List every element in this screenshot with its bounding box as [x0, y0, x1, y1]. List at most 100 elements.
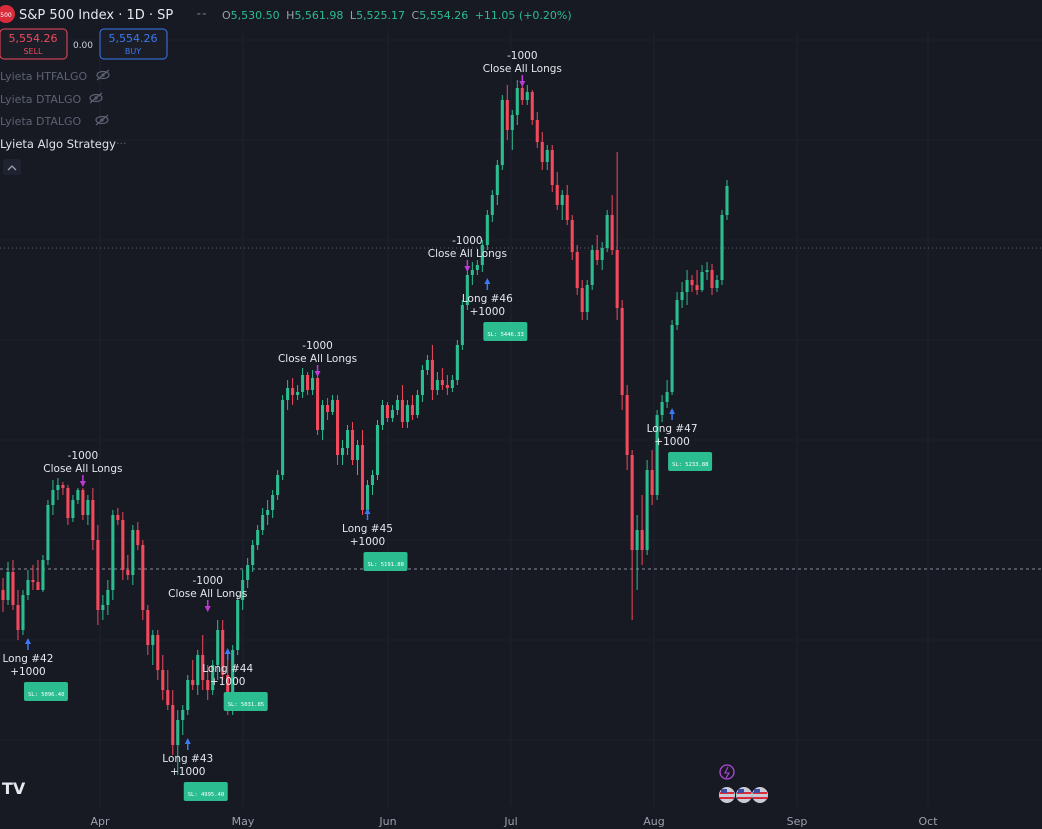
close-key: C: [412, 9, 420, 22]
eye-off-icon[interactable]: [95, 114, 109, 126]
us-flag-icon[interactable]: [752, 787, 768, 803]
candle-body: [86, 500, 90, 515]
signal-label: Long #42: [3, 653, 54, 665]
candle-body: [675, 300, 679, 325]
candle-body: [131, 530, 135, 575]
high-key: H: [286, 9, 294, 22]
candle-body: [276, 475, 280, 495]
candle-body: [1, 590, 5, 600]
indicator-2-label[interactable]: Lyieta DTALGO: [0, 93, 82, 106]
indicator-1-label[interactable]: Lyieta HTFALGO: [0, 70, 87, 83]
sell-label: SELL: [23, 47, 43, 56]
indicator-legend: Lyieta HTFALGO Lyieta DTALGO Lyieta DTAL…: [0, 69, 127, 175]
candle-body: [216, 630, 220, 665]
stop-loss-box[interactable]: [183, 782, 228, 801]
close-value: 5,554.26: [419, 9, 468, 22]
sell-button-frame[interactable]: [0, 28, 68, 60]
symbol-logo[interactable]: [0, 5, 15, 23]
strategy-label[interactable]: Lyieta Algo Strategy: [0, 137, 116, 151]
candle-body: [196, 655, 200, 685]
stop-loss-text: SL: 4995.40: [188, 792, 224, 798]
candle-body: [111, 515, 115, 590]
stop-loss-text: SL: 5233.88: [672, 462, 708, 468]
stop-loss-box[interactable]: [483, 322, 528, 341]
candle-body: [46, 505, 50, 560]
stop-loss-text: SL: 5031.85: [228, 702, 264, 708]
dividend-event-icon[interactable]: [719, 764, 735, 780]
candle-body: [316, 378, 320, 430]
candle-body: [126, 570, 130, 575]
indicator-3-label[interactable]: Lyieta DTALGO: [0, 115, 82, 128]
candle-body: [440, 380, 444, 385]
candle-body: [575, 252, 579, 288]
sell-button[interactable]: 5,554.26 SELL: [0, 28, 68, 60]
candle-body: [505, 100, 509, 130]
candle-body: [650, 470, 654, 495]
signal-qty: -1000: [68, 450, 99, 462]
candle-body: [400, 400, 404, 422]
us-flag-icon[interactable]: [736, 787, 752, 803]
more-icon[interactable]: ···: [116, 137, 127, 150]
drag-handle-icon[interactable]: ⁃⁃: [196, 8, 207, 21]
stop-loss-box[interactable]: [363, 552, 408, 571]
candle-body: [465, 275, 469, 305]
candle-body: [455, 345, 459, 380]
candle-body: [665, 392, 669, 402]
stop-loss-box[interactable]: [23, 682, 68, 701]
candle-body: [485, 215, 489, 245]
candle-body: [630, 455, 634, 550]
candle-body: [11, 572, 15, 605]
collapse-button[interactable]: [3, 159, 21, 175]
lightning-icon: [724, 766, 730, 779]
close-arrow-icon: [519, 81, 526, 87]
signal-label: Close All Longs: [168, 588, 247, 600]
signal-qty: -1000: [452, 235, 483, 247]
long-arrow-icon: [364, 508, 371, 514]
candle-body: [670, 325, 674, 392]
candle-body: [41, 560, 45, 590]
candle-body: [211, 665, 215, 690]
signal-label: Close All Longs: [278, 353, 357, 365]
buy-button-frame[interactable]: [99, 28, 168, 60]
long-arrow-icon: [224, 648, 231, 654]
us-flag-icon[interactable]: [719, 787, 735, 803]
candle-body: [535, 120, 539, 142]
stop-loss-box[interactable]: [223, 692, 268, 711]
x-tick-label: May: [232, 815, 255, 828]
symbol-title[interactable]: S&P 500 Index · 1D · SP: [19, 8, 173, 23]
candle-body: [360, 445, 365, 510]
candle-body: [286, 388, 290, 400]
signal-label: Long #46: [462, 293, 513, 305]
candle-body: [335, 400, 340, 455]
low-key: L: [350, 9, 357, 22]
candle-body: [326, 405, 330, 412]
reference-lines: [0, 247, 1042, 570]
grid: [0, 30, 1042, 806]
candle-body: [161, 670, 165, 690]
candle-body: [256, 530, 260, 545]
candle-body: [66, 488, 70, 518]
candle-body: [321, 405, 325, 430]
candle-body: [151, 635, 155, 645]
candle-body: [156, 635, 160, 670]
candle-body: [261, 515, 265, 530]
candle-body: [176, 720, 180, 745]
high-value: 5,561.98: [294, 9, 343, 22]
stop-loss-box[interactable]: [668, 452, 713, 471]
symbol-badge-text: 500: [0, 12, 12, 19]
eye-off-icon[interactable]: [89, 92, 103, 104]
candle-body: [266, 510, 270, 515]
long-arrow-icon: [484, 278, 491, 284]
buy-button[interactable]: 5,554.26 BUY: [99, 28, 168, 60]
candle-body: [545, 150, 549, 162]
candle-body: [71, 500, 75, 518]
candle-body: [405, 405, 409, 422]
candle-body: [96, 540, 100, 610]
close-arrow-icon: [79, 481, 86, 487]
buy-label: BUY: [125, 47, 141, 56]
candle-body: [365, 485, 370, 510]
candle-body: [605, 215, 609, 248]
eye-off-icon[interactable]: [96, 69, 110, 81]
